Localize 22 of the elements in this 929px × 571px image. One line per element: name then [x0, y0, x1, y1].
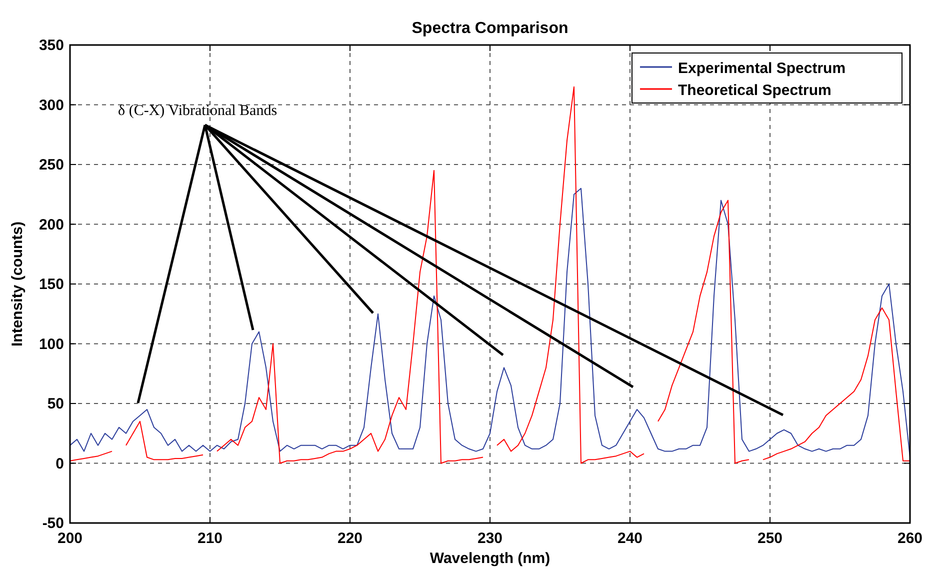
x-tick-label: 230	[477, 530, 503, 547]
x-tick-label: 260	[897, 530, 923, 547]
x-axis-title: Wavelength (nm)	[430, 550, 550, 567]
x-tick-label: 220	[337, 530, 363, 547]
y-axis-title: Intensity (counts)	[9, 221, 26, 347]
y-tick-label: 150	[38, 276, 64, 293]
y-tick-label: 350	[38, 37, 64, 54]
legend-label: Theoretical Spectrum	[678, 82, 832, 99]
y-tick-label: 0	[56, 455, 64, 472]
x-tick-label: 240	[617, 530, 643, 547]
y-tick-label: 250	[38, 156, 64, 174]
y-tick-label: -50	[42, 515, 64, 532]
chart-title: Spectra Comparison	[412, 20, 568, 37]
x-tick-label: 250	[757, 530, 783, 547]
y-tick-label: 100	[38, 336, 64, 353]
annotation: δ (C-X) Vibrational Bands	[118, 103, 278, 119]
legend-label: Experimental Spectrum	[678, 60, 846, 77]
y-tick-label: 50	[47, 396, 64, 412]
x-tick-label: 210	[197, 530, 223, 547]
y-tick-label: 300	[38, 96, 64, 114]
y-tick-label: 200	[38, 216, 64, 234]
line-series	[70, 188, 910, 458]
